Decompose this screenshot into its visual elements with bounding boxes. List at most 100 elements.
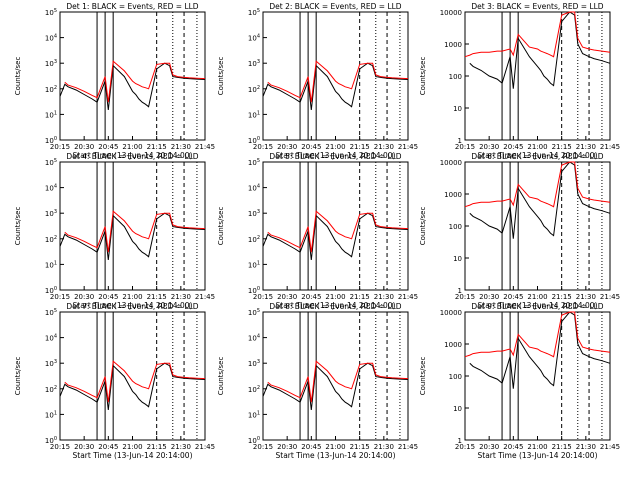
y-tick-label: 104	[248, 334, 260, 343]
chart-title: Det 6: BLACK = Events, RED = LLD	[471, 152, 603, 161]
x-tick-label: 20:30	[479, 443, 499, 451]
x-tick-label: 21:15	[350, 293, 370, 301]
x-axis-label: Start Time (13-Jun-14 20:14:00)	[276, 451, 396, 460]
x-tick-label: 21:15	[552, 143, 572, 151]
x-tick-label: 20:30	[74, 443, 94, 451]
x-axis-label: Start Time (13-Jun-14 20:14:00)	[478, 301, 598, 310]
y-tick-label: 1	[458, 287, 462, 295]
y-tick-label: 103	[45, 359, 57, 368]
x-tick-label: 21:00	[325, 443, 345, 451]
chart-panel-3: 1 10 100 1000 10000 20:15 20:30 20:45 21:00 21:15…	[419, 2, 620, 160]
x-tick-label: 21:45	[398, 143, 418, 151]
chart-title: Det 5: BLACK = Events, RED = LLD	[269, 152, 401, 161]
x-axis-label: Start Time (13-Jun-14 20:14:00)	[478, 151, 598, 160]
x-tick-label: 20:15	[253, 293, 273, 301]
chart-title: Det 8: BLACK = Events, RED = LLD	[269, 302, 401, 311]
x-tick-label: 20:45	[503, 143, 523, 151]
chart-panel-5: 100 101 102 103 104 105 20:15 20:30 20:45 21:00 21…	[217, 152, 418, 310]
y-tick-label: 101	[45, 110, 57, 119]
y-axis-label: Counts/sec	[14, 207, 22, 246]
y-tick-label: 105	[45, 308, 57, 317]
series-line-red	[64, 60, 206, 103]
y-tick-label: 105	[248, 308, 260, 317]
x-tick-label: 20:30	[277, 443, 297, 451]
x-tick-label: 21:30	[171, 293, 191, 301]
y-tick-label: 104	[45, 184, 57, 193]
x-tick-label: 21:45	[195, 143, 215, 151]
series-line-black	[262, 212, 409, 260]
x-tick-label: 21:00	[122, 443, 142, 451]
x-tick-label: 21:45	[398, 443, 418, 451]
chart-title: Det 2: BLACK = Events, RED = LLD	[269, 2, 401, 11]
chart-panel-1: 100 101 102 103 104 105 20:15 20:30 20:45 21:00 21…	[14, 2, 215, 160]
series-line-black	[469, 311, 611, 389]
x-tick-label: 21:30	[374, 443, 394, 451]
plot-frame	[262, 11, 409, 141]
y-axis-label: Counts/sec	[217, 57, 225, 96]
y-axis-label: Counts/sec	[217, 207, 225, 246]
y-axis-label: Counts/sec	[14, 357, 22, 396]
series-line-red	[464, 161, 611, 208]
chart-panel-2: 100 101 102 103 104 105 20:15 20:30 20:45 21:00 21…	[217, 2, 418, 160]
y-tick-label: 100	[248, 136, 260, 145]
x-tick-label: 20:30	[74, 293, 94, 301]
series-line-red	[267, 360, 409, 403]
y-axis-label: Counts/sec	[217, 357, 225, 396]
x-tick-label: 20:15	[50, 293, 70, 301]
y-tick-label: 102	[45, 385, 57, 394]
x-tick-label: 20:45	[301, 443, 321, 451]
plot-frame	[59, 161, 206, 291]
y-tick-label: 102	[45, 85, 57, 94]
x-tick-label: 21:45	[600, 443, 620, 451]
y-tick-label: 101	[45, 410, 57, 419]
y-tick-label: 10000	[440, 9, 462, 17]
y-tick-label: 101	[248, 110, 260, 119]
x-tick-label: 21:45	[195, 443, 215, 451]
x-tick-label: 20:15	[455, 143, 475, 151]
y-tick-label: 102	[248, 385, 260, 394]
x-tick-label: 20:15	[455, 443, 475, 451]
x-tick-label: 21:30	[576, 443, 596, 451]
y-tick-label: 10	[453, 405, 462, 413]
series-line-red	[64, 210, 206, 253]
plot-frame	[59, 11, 206, 141]
x-tick-label: 21:15	[147, 293, 167, 301]
x-tick-label: 20:15	[50, 143, 70, 151]
x-tick-label: 20:30	[479, 293, 499, 301]
y-tick-label: 101	[248, 410, 260, 419]
y-tick-label: 1	[458, 437, 462, 445]
x-tick-label: 20:15	[253, 443, 273, 451]
y-axis-label: Counts/sec	[419, 57, 427, 96]
x-tick-label: 20:45	[98, 443, 118, 451]
x-tick-label: 20:30	[277, 293, 297, 301]
x-tick-label: 21:00	[325, 143, 345, 151]
y-tick-label: 105	[45, 158, 57, 167]
chart-title: Det 1: BLACK = Events, RED = LLD	[66, 2, 198, 11]
y-tick-label: 100	[449, 73, 462, 81]
y-tick-label: 10000	[440, 309, 462, 317]
chart-title: Det 4: BLACK = Events, RED = LLD	[66, 152, 198, 161]
y-axis-label: Counts/sec	[14, 57, 22, 96]
x-tick-label: 21:45	[600, 293, 620, 301]
x-tick-label: 21:45	[398, 293, 418, 301]
y-tick-label: 1	[458, 137, 462, 145]
y-tick-label: 104	[248, 34, 260, 43]
series-line-red	[267, 210, 409, 253]
x-axis-label: Start Time (13-Jun-14 20:14:00)	[73, 151, 193, 160]
plot-frame	[464, 11, 611, 141]
x-tick-label: 20:30	[479, 143, 499, 151]
chart-title: Det 9: BLACK = Events, RED = LLD	[471, 302, 603, 311]
series-line-red	[464, 11, 611, 58]
y-axis-label: Counts/sec	[419, 357, 427, 396]
chart-panel-8: 100 101 102 103 104 105 20:15 20:30 20:45 21:00 21…	[217, 302, 418, 460]
x-tick-label: 20:45	[503, 293, 523, 301]
x-tick-label: 20:45	[301, 143, 321, 151]
plot-frame	[59, 311, 206, 441]
y-axis-label: Counts/sec	[419, 207, 427, 246]
y-tick-label: 1000	[444, 341, 462, 349]
y-tick-label: 10	[453, 105, 462, 113]
plot-frame	[262, 161, 409, 291]
x-tick-label: 20:15	[253, 143, 273, 151]
series-line-red	[267, 60, 409, 103]
